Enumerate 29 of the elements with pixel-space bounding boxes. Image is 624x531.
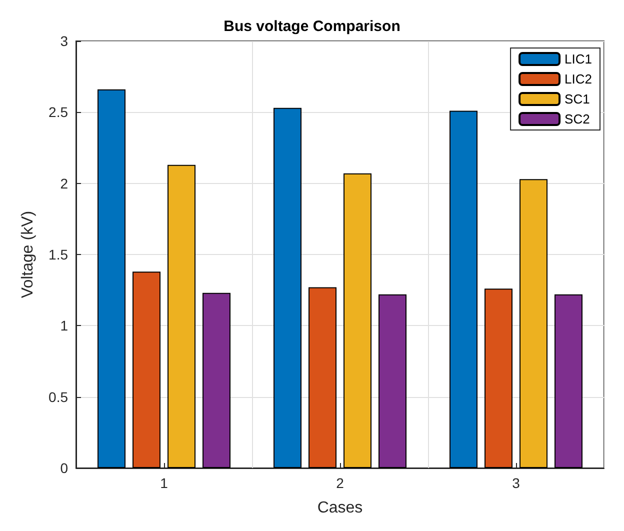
y-axis-title: Voltage (kV) — [20, 210, 36, 298]
bar — [308, 287, 336, 468]
bar — [484, 288, 512, 468]
bar — [274, 108, 302, 468]
bar — [168, 164, 196, 468]
x-axis-title: Cases — [317, 500, 363, 516]
bar — [378, 294, 406, 468]
legend-label: SC2 — [564, 112, 590, 126]
y-tick-label: 3 — [60, 33, 68, 49]
y-tick-label: 1.5 — [48, 246, 68, 262]
legend-label: LIC2 — [564, 72, 592, 86]
bar — [344, 173, 372, 468]
y-tick-label: 0 — [60, 460, 68, 476]
x-tick-label: 2 — [336, 475, 344, 491]
bar — [132, 272, 160, 468]
bar — [450, 110, 478, 468]
bar — [520, 179, 548, 468]
bar — [98, 89, 126, 468]
y-tick-label: 2.5 — [48, 104, 68, 120]
y-tick-label: 2 — [60, 175, 68, 192]
y-tick-label: 0.5 — [48, 388, 68, 405]
legend-label: SC1 — [564, 92, 590, 106]
bar — [554, 294, 582, 468]
legend-label: LIC1 — [564, 52, 592, 66]
chart-title: Bus voltage Comparison — [224, 18, 400, 35]
x-tick-label: 3 — [512, 475, 520, 491]
y-tick-label: 1 — [60, 318, 68, 334]
x-tick-label: 1 — [160, 475, 168, 491]
bar — [202, 292, 230, 468]
